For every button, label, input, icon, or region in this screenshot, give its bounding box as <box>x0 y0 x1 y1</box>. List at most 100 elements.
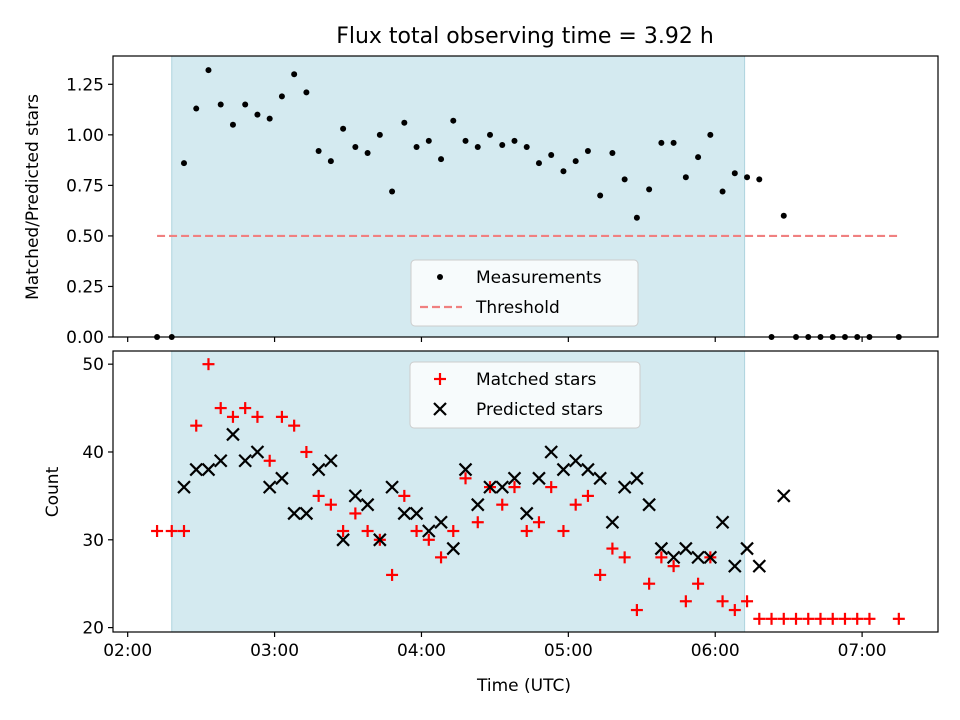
measurement-point <box>609 150 616 157</box>
predicted-star-point <box>409 506 424 521</box>
predicted-star-point <box>311 462 326 477</box>
matched-star-point <box>594 568 607 581</box>
matched-star-point <box>838 612 851 625</box>
predicted-star-point <box>250 445 265 459</box>
matched-star-point <box>851 612 864 625</box>
y-tick-label: 50 <box>82 355 104 375</box>
measurement-point <box>560 168 567 175</box>
matched-star-point <box>251 410 264 423</box>
measurement-point <box>389 188 396 195</box>
measurement-point <box>523 143 530 150</box>
predicted-star-point <box>177 480 191 494</box>
matched-star-point <box>753 612 766 625</box>
matched-star-point <box>545 481 558 494</box>
matched-star-point <box>508 481 521 494</box>
y-tick-label: 1.00 <box>66 126 104 146</box>
predicted-star-point <box>593 471 607 486</box>
predicted-star-point <box>654 541 669 556</box>
predicted-star-point <box>287 506 301 521</box>
measurement-point <box>682 174 689 181</box>
y-tick-label: 1.25 <box>66 75 104 95</box>
measurement-point <box>438 156 445 163</box>
matched-star-point <box>410 525 423 538</box>
measurement-point <box>719 188 726 195</box>
measurement-point <box>229 121 236 128</box>
measurement-point <box>744 174 751 181</box>
predicted-star-point <box>324 453 338 468</box>
matched-star-point <box>643 577 656 590</box>
matched-star-point <box>802 612 815 625</box>
y-tick-label: 0.75 <box>66 176 104 196</box>
predicted-star-point <box>238 453 252 468</box>
matched-star-point <box>239 402 252 415</box>
predicted-star-point <box>336 533 350 547</box>
matched-star-point <box>471 516 484 529</box>
y-tick-label: 0.25 <box>66 277 104 297</box>
measurement-point <box>450 117 457 124</box>
measurement-point <box>315 148 322 155</box>
measurement-point <box>535 160 542 167</box>
matched-star-point <box>630 604 643 617</box>
matched-star-point <box>716 595 729 608</box>
matched-star-point <box>447 525 460 538</box>
matched-star-point <box>741 595 754 608</box>
measurement-point <box>364 150 371 157</box>
y-tick-label: 0.00 <box>66 328 104 348</box>
matched-star-point <box>324 498 337 511</box>
predicted-star-point <box>434 515 448 530</box>
predicted-star-point <box>299 506 314 521</box>
predicted-star-point <box>679 541 693 556</box>
matched-star-point <box>202 358 215 371</box>
measurement-point <box>278 93 285 100</box>
measurement-point <box>401 119 408 126</box>
legend-threshold-label: Threshold <box>475 298 560 318</box>
legend-matched-label: Matched stars <box>476 370 596 390</box>
measurement-point <box>487 131 494 138</box>
matched-star-point <box>361 525 374 538</box>
predicted-star-point <box>752 559 767 573</box>
x-tick-label: 06:00 <box>691 641 740 661</box>
count-ticks: 20 30 40 50 02:00 03:00 04:00 05:00 06:00 07:00 <box>82 355 886 661</box>
predicted-star-point <box>397 506 412 521</box>
matched-star-point <box>288 419 301 432</box>
measurement-point <box>327 158 334 165</box>
matched-star-point <box>496 498 509 511</box>
matched-star-point <box>569 498 582 511</box>
predicted-star-point <box>776 489 791 503</box>
matched-star-point <box>892 612 905 625</box>
count-legend-box <box>409 361 641 429</box>
legend-predicted-label: Predicted stars <box>476 400 603 420</box>
measurement-point <box>597 192 604 199</box>
matched-star-point <box>618 551 631 564</box>
predicted-star-point <box>617 480 632 494</box>
y-tick-label: 20 <box>82 619 104 639</box>
count-marks <box>151 358 905 625</box>
measurement-point <box>425 137 432 144</box>
ratio-ylabel: Matched/Predicted stars <box>23 94 43 300</box>
matched-star-point <box>814 612 827 625</box>
measurement-point <box>499 141 506 148</box>
measurement-point <box>707 131 714 138</box>
measurement-point <box>695 154 702 161</box>
measurement-point <box>205 67 212 74</box>
predicted-star-point <box>385 480 399 494</box>
predicted-star-point <box>275 471 289 486</box>
matched-star-point <box>177 525 190 538</box>
x-tick-label: 04:00 <box>397 641 446 661</box>
measurement-point <box>633 214 640 221</box>
matched-star-point <box>606 542 619 555</box>
matched-star-point <box>520 525 533 538</box>
matched-star-point <box>765 612 778 625</box>
measurement-point <box>511 137 518 144</box>
predicted-star-point <box>422 524 436 538</box>
y-tick-label: 0.50 <box>66 227 104 247</box>
matched-star-point <box>263 454 276 467</box>
y-tick-label: 30 <box>82 531 104 551</box>
ratio-axes-frame <box>112 55 939 338</box>
matched-star-point <box>300 445 313 458</box>
matched-star-point <box>728 604 741 617</box>
count-axes-frame <box>112 350 939 633</box>
predicted-star-point <box>458 462 473 477</box>
matched-star-point <box>165 525 178 538</box>
predicted-star-point <box>544 445 558 459</box>
